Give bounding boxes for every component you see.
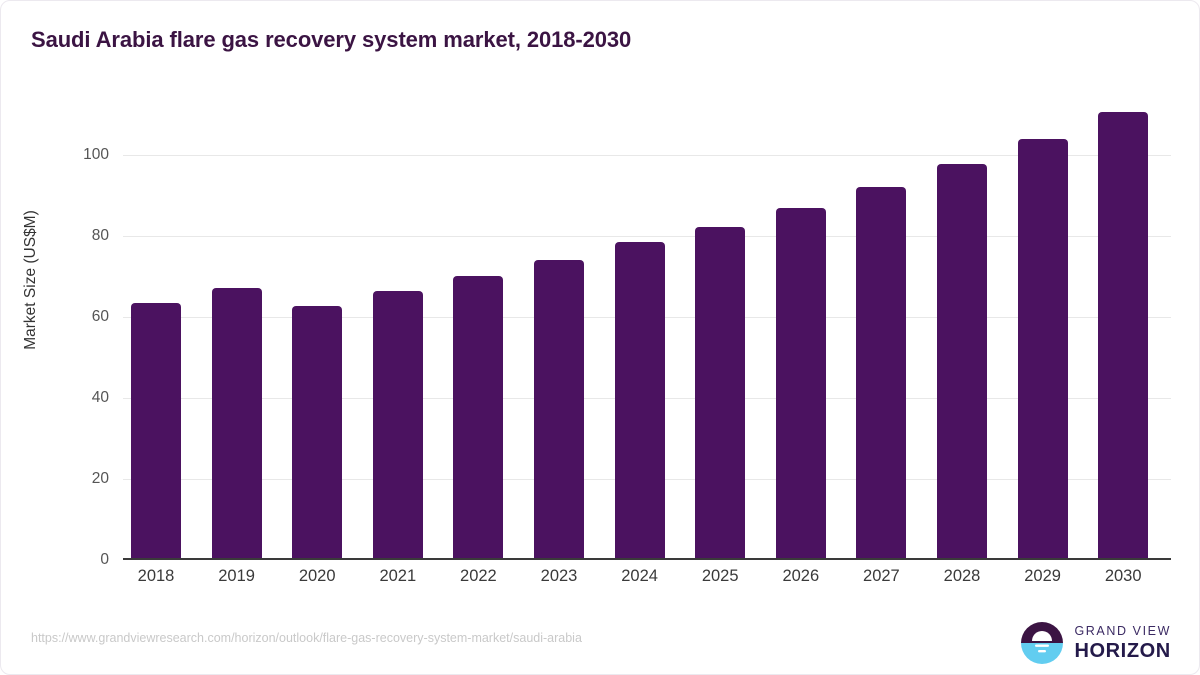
brand-logo: GRAND VIEW HORIZON (1020, 621, 1171, 665)
x-tick-label: 2026 (782, 567, 820, 585)
y-tick-label: 100 (83, 146, 109, 163)
y-tick-label: 40 (91, 389, 109, 406)
bar[interactable] (614, 242, 665, 560)
x-tick-label: 2027 (863, 567, 900, 585)
bar[interactable] (453, 276, 504, 560)
bar[interactable] (292, 306, 343, 560)
x-tick-label: 2028 (943, 567, 981, 585)
gridline (123, 155, 1171, 156)
x-tick-label: 2030 (1104, 567, 1142, 585)
y-tick-label: 60 (91, 308, 109, 325)
x-tick-label: 2020 (298, 567, 336, 585)
x-tick-label: 2018 (137, 567, 175, 585)
bar[interactable] (211, 287, 262, 560)
logo-line-2: HORIZON (1074, 640, 1171, 663)
bar[interactable] (1017, 139, 1068, 560)
bar[interactable] (534, 259, 584, 560)
plot-area (123, 101, 1171, 560)
x-tick-label: 2019 (218, 567, 255, 585)
x-tick-label: 2021 (379, 567, 417, 585)
source-url[interactable]: https://www.grandviewresearch.com/horizo… (31, 631, 582, 645)
x-axis-tick-labels: 2018 2019 2020 2021 2022 2023 2024 2025 2026 2027… (123, 567, 1171, 595)
bar[interactable] (372, 290, 423, 560)
bar[interactable] (856, 186, 907, 560)
bar[interactable] (131, 303, 181, 560)
x-axis-line (123, 558, 1171, 560)
logo-wordmark: GRAND VIEW HORIZON (1074, 625, 1171, 662)
bar[interactable] (775, 208, 826, 560)
bar[interactable] (695, 226, 746, 560)
x-tick-label: 2024 (621, 567, 658, 585)
x-tick-label: 2022 (460, 567, 497, 585)
logo-line-1: GRAND VIEW (1074, 623, 1171, 638)
x-tick-label: 2025 (701, 567, 739, 585)
page-title: Saudi Arabia flare gas recovery system m… (31, 27, 632, 52)
bar[interactable] (1098, 111, 1149, 560)
y-axis-tick-labels: 0 20 40 60 80 100 (1, 101, 109, 568)
y-tick-label: 20 (91, 470, 109, 487)
horizon-logo-icon (1021, 622, 1064, 664)
x-tick-label: 2029 (1024, 567, 1061, 585)
x-tick-label: 2023 (540, 567, 578, 585)
gridline (123, 236, 1171, 237)
bar[interactable] (937, 163, 987, 560)
y-tick-label: 0 (100, 551, 109, 568)
y-tick-label: 80 (91, 227, 109, 244)
